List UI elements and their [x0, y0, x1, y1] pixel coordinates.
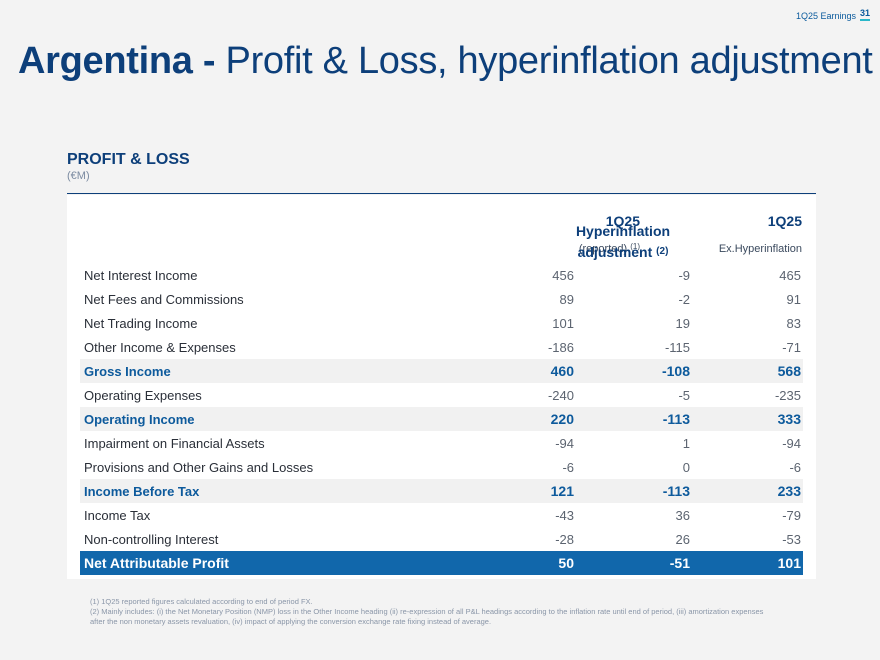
cell-reported: -43: [555, 507, 574, 523]
col-ex-header: 1Q25 Ex.Hyperinflation: [682, 213, 802, 255]
table-row: Net Fees and Commissions 89 -2 91: [80, 287, 803, 311]
cell-ex: 91: [786, 291, 801, 307]
table-row: Operating Expenses -240 -5 -235: [80, 383, 803, 407]
row-label: Income Tax: [84, 507, 151, 523]
cell-reported: -94: [555, 435, 574, 451]
cell-adjustment: -5: [678, 387, 690, 403]
table-row: Net Interest Income 456 -9 465: [80, 263, 803, 287]
cell-adjustment: 1: [682, 435, 690, 451]
table-row-subtotal: Income Before Tax 121 -113 233: [80, 479, 803, 503]
table-body: Net Interest Income 456 -9 465 Net Fees …: [80, 263, 803, 575]
table-row-subtotal: Operating Income 220 -113 333: [80, 407, 803, 431]
page-title-rest: Profit & Loss, hyperinflation adjustment: [215, 40, 873, 82]
table-row: Provisions and Other Gains and Losses -6…: [80, 455, 803, 479]
cell-reported: 89: [559, 291, 574, 307]
row-label: Other Income & Expenses: [84, 339, 236, 355]
page-number: 31: [859, 8, 870, 21]
col-adjustment-line2: adjustment: [577, 244, 653, 260]
cell-reported: -240: [547, 387, 574, 403]
cell-reported: 460: [550, 363, 574, 379]
cell-reported: -28: [555, 531, 574, 547]
cell-ex: 83: [786, 315, 801, 331]
report-tag: 1Q25 Earnings: [795, 11, 856, 21]
cell-adjustment: 36: [675, 507, 690, 523]
footnote-2: (2) Mainly includes: (i) the Net Monetar…: [90, 607, 764, 626]
cell-adjustment: -113: [662, 411, 690, 427]
row-label: Operating Income: [84, 411, 195, 427]
table-row: Non-controlling Interest -28 26 -53: [80, 527, 803, 551]
col-adjustment-note: (2): [656, 246, 669, 257]
cell-adjustment: -108: [661, 363, 690, 379]
cell-ex: 568: [777, 363, 801, 379]
col-reported-note: (1): [630, 242, 640, 251]
cell-adjustment: -115: [664, 339, 690, 355]
row-label: Operating Expenses: [84, 387, 202, 403]
table-row: Income Tax -43 36 -79: [80, 503, 803, 527]
section-title: PROFIT & LOSS: [67, 151, 190, 168]
page-title-bold: Argentina -: [18, 40, 216, 82]
cell-reported: 101: [552, 315, 574, 331]
row-label: Income Before Tax: [84, 483, 200, 499]
section-heading: PROFIT & LOSS (€M): [67, 151, 190, 182]
col-reported-period: 1Q25: [605, 213, 640, 229]
cell-ex: -53: [782, 531, 801, 547]
cell-ex: 465: [779, 267, 801, 283]
row-label: Impairment on Financial Assets: [84, 435, 265, 451]
cell-ex: -79: [782, 507, 801, 523]
table-row: Impairment on Financial Assets -94 1 -94: [80, 431, 803, 455]
table-row-subtotal: Gross Income 460 -108 568: [80, 359, 803, 383]
row-label: Gross Income: [84, 363, 171, 379]
row-label: Net Attributable Profit: [84, 555, 229, 571]
row-label: Net Fees and Commissions: [84, 291, 244, 307]
table-row-total: Net Attributable Profit 50 -51 101: [80, 551, 803, 575]
col-reported-header: 1Q25 (reported) (1): [540, 213, 640, 255]
cell-adjustment: -51: [669, 555, 690, 571]
section-unit: (€M): [67, 170, 90, 182]
cell-ex: -235: [774, 387, 801, 403]
cell-reported: 121: [550, 483, 574, 499]
cell-adjustment: 19: [675, 315, 690, 331]
cell-ex: 333: [777, 411, 801, 427]
footnotes: (1) 1Q25 reported figures calculated acc…: [90, 597, 770, 627]
row-label: Net Interest Income: [84, 267, 198, 283]
cell-reported: -6: [562, 459, 574, 475]
col-ex-label: Ex.Hyperinflation: [718, 243, 802, 255]
col-adjustment-header: Hyperinflation adjustment (2): [563, 221, 683, 263]
page-header: 1Q25 Earnings 31: [796, 8, 870, 21]
cell-adjustment: 0: [682, 459, 690, 475]
row-label: Net Trading Income: [84, 315, 198, 331]
cell-adjustment: -9: [678, 267, 690, 283]
section-divider: [67, 193, 816, 194]
page-title: Argentina - Profit & Loss, hyperinflatio…: [18, 40, 873, 83]
cell-ex: -94: [782, 435, 801, 451]
row-label: Provisions and Other Gains and Losses: [84, 459, 314, 475]
cell-adjustment: -2: [678, 291, 690, 307]
cell-ex: -71: [782, 339, 801, 355]
table-row: Other Income & Expenses -186 -115 -71: [80, 335, 803, 359]
footnote-1: (1) 1Q25 reported figures calculated acc…: [90, 597, 313, 606]
cell-ex: -6: [789, 459, 801, 475]
col-reported-label: (reported): [578, 243, 628, 255]
row-label: Non-controlling Interest: [84, 531, 219, 547]
pl-table: 1Q25 (reported) (1) Hyperinflation adjus…: [67, 195, 816, 579]
cell-ex: 101: [777, 555, 801, 571]
table-row: Net Trading Income 101 19 83: [80, 311, 803, 335]
cell-reported: 220: [550, 411, 574, 427]
col-adjustment-line1: Hyperinflation: [575, 223, 671, 239]
cell-reported: -186: [547, 339, 574, 355]
cell-reported: 50: [558, 555, 574, 571]
cell-reported: 456: [552, 267, 574, 283]
cell-ex: 233: [777, 483, 801, 499]
cell-adjustment: -113: [662, 483, 690, 499]
cell-adjustment: 26: [675, 531, 690, 547]
col-ex-period: 1Q25: [767, 213, 802, 229]
table-header: 1Q25 (reported) (1) Hyperinflation adjus…: [67, 195, 816, 265]
